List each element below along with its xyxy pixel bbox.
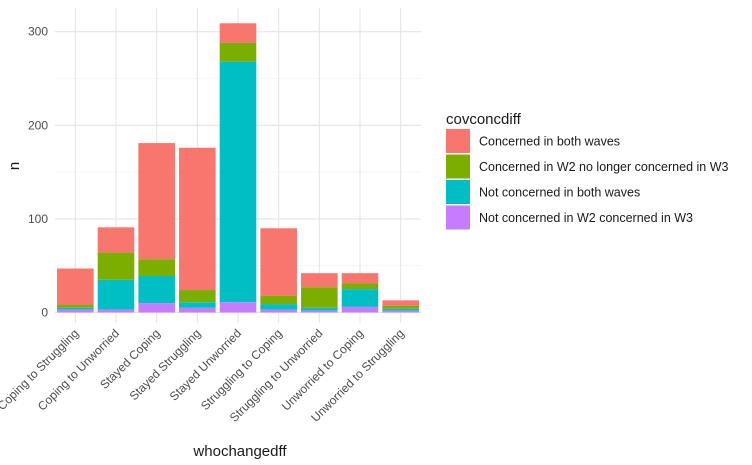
bar-segment [179, 290, 216, 303]
y-tick-label: 0 [41, 306, 48, 320]
bar-segment [301, 310, 338, 313]
bar-segment [57, 307, 94, 310]
y-tick-label: 100 [28, 212, 48, 226]
legend-label: Not concerned in W2 concerned in W3 [479, 211, 693, 225]
bars [57, 23, 419, 313]
y-axis-ticks: 0 100 200 300 [28, 25, 48, 320]
bar-segment [219, 61, 257, 303]
legend-swatch [446, 154, 470, 179]
bar-segment [301, 287, 338, 308]
bar-segment [179, 307, 216, 313]
legend: covconcdiff Concerned in both waves Conce… [446, 111, 728, 230]
bar-segment [382, 300, 419, 306]
bar-segment [138, 259, 175, 276]
legend-label: Not concerned in both waves [479, 186, 640, 200]
bar-segment [219, 23, 257, 43]
bar-segment [301, 307, 338, 311]
bar-segment [97, 279, 135, 310]
bar-segment [138, 143, 175, 260]
bar-segment [97, 309, 135, 313]
bar-segment [382, 305, 419, 309]
bar-segment [219, 302, 257, 313]
bar-segment [57, 305, 94, 308]
legend-label: Concerned in both waves [479, 135, 620, 149]
bar-segment [382, 308, 419, 311]
legend-swatch [446, 129, 470, 153]
bar-segment [260, 309, 297, 313]
bar-segment [57, 309, 94, 313]
legend-swatch [446, 205, 470, 230]
x-axis-title: whochangedff [192, 443, 287, 460]
bar-segment [260, 295, 297, 305]
bar-segment [219, 42, 257, 62]
bar-segment [138, 303, 175, 313]
y-tick-label: 300 [28, 25, 48, 39]
bar-segment [179, 302, 216, 308]
bar-segment [382, 310, 419, 313]
legend-title: covconcdiff [446, 111, 522, 128]
bar-segment [57, 268, 94, 306]
bar-segment [301, 273, 338, 288]
bar-segment [341, 306, 379, 313]
bar-segment [138, 275, 175, 304]
bar-segment [97, 227, 135, 253]
bar-segment [97, 252, 135, 280]
y-tick-label: 200 [28, 118, 48, 132]
y-axis-title: n [6, 162, 23, 170]
bar-segment [341, 289, 379, 307]
bar-segment [260, 228, 297, 296]
bar-segment [260, 304, 297, 310]
bar-segment [341, 273, 379, 284]
legend-swatch [446, 180, 470, 204]
x-tick-label: Stayed Struggling [127, 326, 204, 403]
x-tick-label: Stayed Unworried [167, 326, 244, 403]
legend-label: Concerned in W2 no longer concerned in W… [479, 160, 728, 174]
bar-segment [179, 147, 216, 291]
bar-segment [341, 283, 379, 290]
